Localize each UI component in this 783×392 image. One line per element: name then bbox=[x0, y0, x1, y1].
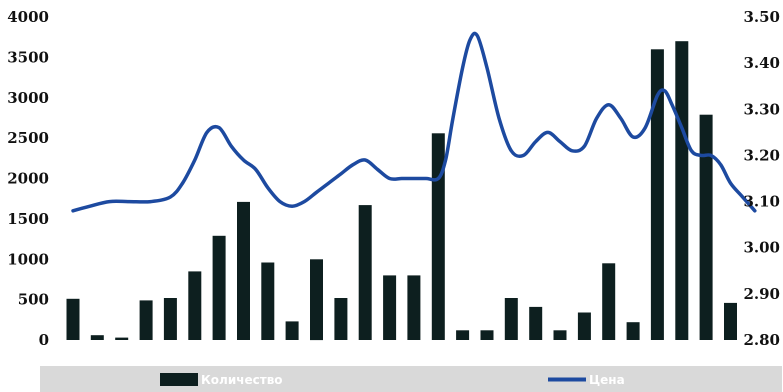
bar bbox=[163, 298, 177, 340]
right-tick-label: 2.80 bbox=[743, 331, 780, 349]
bar bbox=[115, 337, 129, 340]
legend-line-label: Цена bbox=[589, 373, 625, 387]
bar bbox=[261, 262, 275, 340]
left-tick-label: 500 bbox=[18, 291, 49, 309]
line-series bbox=[71, 31, 757, 213]
bar bbox=[237, 201, 250, 340]
bar bbox=[553, 330, 567, 340]
right-axis-ticks: 2.80 2.90 3.00 3.10 3.20 3.30 3.40 3.50 bbox=[743, 8, 780, 349]
right-tick-label: 3.10 bbox=[743, 193, 780, 211]
bar bbox=[310, 259, 323, 341]
legend: Количество Цена bbox=[40, 366, 782, 392]
bar bbox=[285, 321, 299, 340]
bar bbox=[334, 298, 348, 340]
left-tick-label: 0 bbox=[39, 331, 49, 349]
bar bbox=[675, 41, 689, 340]
bar bbox=[456, 330, 470, 340]
bar bbox=[90, 335, 104, 340]
bar bbox=[699, 114, 713, 340]
bar bbox=[66, 298, 80, 340]
left-tick-label: 1500 bbox=[7, 210, 49, 228]
bar bbox=[724, 302, 737, 340]
bar-series bbox=[66, 41, 737, 341]
left-tick-label: 1000 bbox=[7, 250, 49, 268]
bar bbox=[529, 306, 543, 340]
bar bbox=[504, 298, 518, 340]
legend-band bbox=[40, 366, 782, 392]
bar bbox=[407, 275, 421, 340]
bar bbox=[139, 300, 153, 340]
left-tick-label: 3500 bbox=[7, 48, 49, 66]
bar bbox=[212, 235, 226, 340]
left-tick-label: 2500 bbox=[7, 129, 49, 147]
bar bbox=[383, 275, 397, 340]
legend-bar-label: Количество bbox=[201, 373, 283, 387]
left-tick-label: 2000 bbox=[7, 170, 49, 188]
bar bbox=[358, 205, 372, 340]
right-tick-label: 3.30 bbox=[743, 100, 780, 118]
bar bbox=[188, 271, 202, 340]
right-tick-label: 3.40 bbox=[743, 54, 780, 72]
right-tick-label: 3.00 bbox=[743, 239, 780, 257]
right-tick-label: 2.90 bbox=[743, 285, 780, 303]
legend-bar-swatch bbox=[160, 373, 198, 386]
left-tick-label: 3000 bbox=[7, 89, 49, 107]
bar bbox=[626, 322, 640, 340]
bar bbox=[577, 312, 591, 340]
price-line bbox=[71, 31, 757, 213]
bar bbox=[650, 49, 664, 341]
left-axis-ticks: 0 500 1000 1500 2000 2500 3000 3500 4000 bbox=[7, 8, 49, 349]
left-tick-label: 4000 bbox=[7, 8, 49, 26]
bar bbox=[602, 263, 616, 340]
right-tick-label: 3.50 bbox=[743, 8, 780, 26]
right-tick-label: 3.20 bbox=[743, 146, 780, 164]
bar bbox=[480, 330, 494, 340]
bar bbox=[431, 133, 445, 340]
